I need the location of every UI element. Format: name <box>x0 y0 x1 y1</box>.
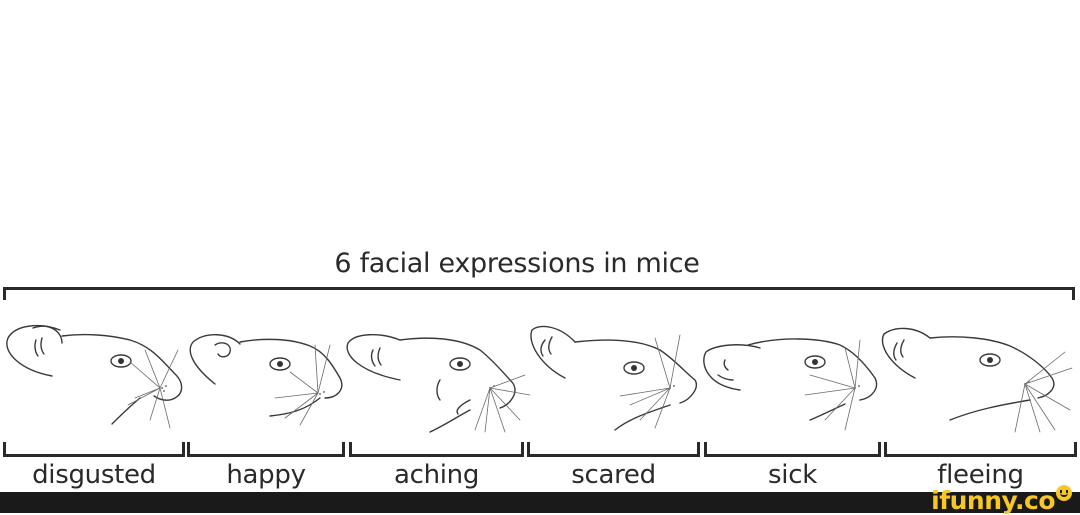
label-disgusted: disgusted <box>32 460 156 490</box>
mouse-fleeing-icon <box>881 327 1073 433</box>
ifunny-watermark: ifunny.co <box>931 485 1072 515</box>
label-fleeing: fleeing <box>937 460 1024 490</box>
mouse-aching-icon <box>346 334 531 433</box>
mouse-disgusted-icon <box>6 324 183 429</box>
label-sick: sick <box>768 460 817 490</box>
label-scared: scared <box>571 460 656 490</box>
mouse-sick-icon <box>703 338 878 431</box>
bracket-fleeing <box>884 442 1077 457</box>
bracket-aching <box>349 442 524 457</box>
top-bracket <box>3 287 1075 300</box>
smiley-icon <box>1056 485 1072 501</box>
mouse-scared-icon <box>530 325 697 431</box>
mouse-happy-icon <box>189 334 343 426</box>
bracket-scared <box>527 442 700 457</box>
label-aching: aching <box>393 460 480 490</box>
label-happy: happy <box>226 460 306 490</box>
bracket-sick <box>704 442 881 457</box>
watermark-bar: ifunny.co <box>0 485 1080 515</box>
bracket-happy <box>187 442 345 457</box>
bracket-disgusted <box>3 442 185 457</box>
mouse-illustrations <box>6 324 1073 433</box>
diagram-title: 6 facial expressions in mice <box>334 248 700 279</box>
watermark-text: ifunny.co <box>931 486 1055 515</box>
